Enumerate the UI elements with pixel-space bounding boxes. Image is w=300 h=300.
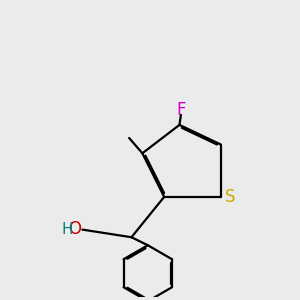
- Text: H: H: [61, 222, 73, 237]
- Text: O: O: [68, 220, 82, 238]
- Text: F: F: [176, 100, 186, 118]
- Text: S: S: [224, 188, 235, 206]
